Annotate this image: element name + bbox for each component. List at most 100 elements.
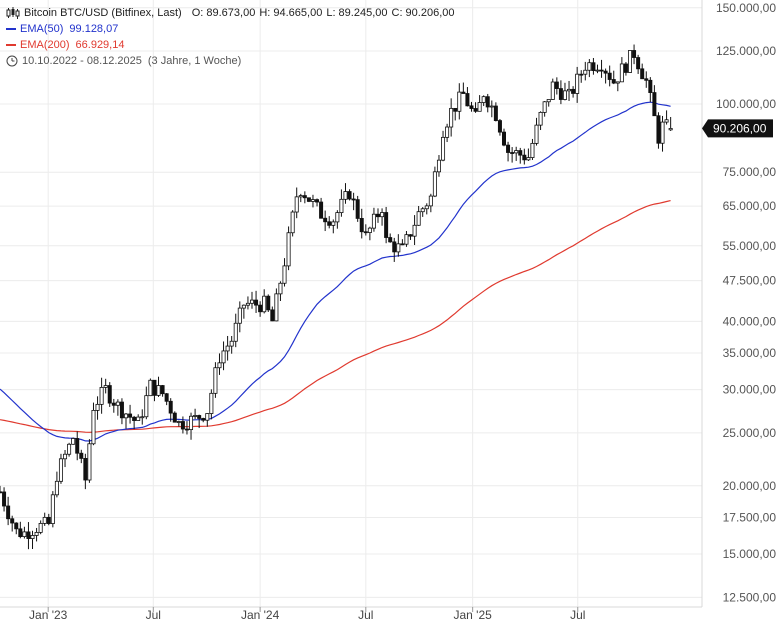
candle-body — [172, 412, 177, 423]
candle-body — [201, 418, 206, 421]
price-tick-label: 125.000,00 — [716, 44, 776, 58]
time-tick-label: Jul — [570, 608, 585, 622]
candle-body — [79, 452, 84, 459]
candle-body — [310, 199, 315, 202]
candle-body — [587, 62, 592, 71]
price-tick-label: 17.500,00 — [723, 510, 777, 524]
ema200-value: 66.929,14 — [75, 39, 125, 51]
candle-body — [286, 232, 291, 267]
price-tick-label: 40.000,00 — [723, 314, 777, 328]
candle-body — [50, 494, 55, 524]
ema200-label: EMA(200) — [20, 39, 70, 51]
candlestick-series — [0, 44, 673, 550]
price-tick-label: 20.000,00 — [723, 479, 777, 493]
time-tick-label: Jan '25 — [453, 608, 492, 622]
candle-body — [115, 401, 120, 406]
price-tick-label: 150.000,00 — [716, 1, 776, 15]
candle-body — [241, 304, 246, 309]
legend-ema200-row[interactable]: EMA(200) 66.929,14 — [6, 37, 459, 53]
candle-body — [623, 63, 628, 73]
candle-body — [518, 150, 523, 156]
candle-body — [396, 243, 401, 253]
ema50-label: EMA(50) — [20, 23, 64, 35]
candle-body — [152, 379, 157, 396]
ema200-line — [0, 200, 671, 433]
legend-ema50-row[interactable]: EMA(50) 99.128,07 — [6, 21, 459, 37]
candle-body — [453, 107, 458, 112]
candle-body — [205, 413, 210, 421]
candle-body — [493, 105, 498, 121]
candle-body — [371, 213, 376, 229]
candle-body — [258, 304, 263, 313]
time-tick-label: Jul — [358, 608, 373, 622]
candle-body — [99, 387, 104, 405]
candle-body — [522, 154, 527, 161]
candle-body — [384, 212, 389, 238]
candle-body — [473, 108, 478, 112]
candle-body — [632, 50, 637, 58]
candle-body — [428, 195, 433, 207]
candle-body — [249, 299, 254, 304]
candle-body — [359, 218, 364, 233]
candle-body — [514, 150, 519, 154]
candle-body — [335, 212, 340, 223]
price-tick-label: 55.000,00 — [723, 239, 777, 253]
price-tick-label: 65.000,00 — [723, 199, 777, 213]
candle-body — [558, 88, 563, 100]
candle-body — [278, 282, 283, 295]
candle-body — [302, 195, 307, 199]
last-price-box — [702, 119, 773, 138]
candle-body — [38, 522, 43, 533]
candle-body — [10, 518, 15, 524]
legend-ohlc-row: Bitcoin BTC/USD (Bitfinex, Last) O: 89.6… — [6, 5, 459, 21]
candle-body — [91, 409, 96, 445]
ohlc-close: C: 90.206,00 — [391, 7, 455, 19]
candle-body — [603, 70, 608, 74]
candle-body — [526, 157, 531, 161]
candle-body — [339, 198, 344, 214]
candle-body — [408, 234, 413, 237]
ema50-swatch — [6, 28, 16, 30]
chart-legend: Bitcoin BTC/USD (Bitfinex, Last) O: 89.6… — [6, 5, 459, 69]
candle-body — [546, 99, 551, 103]
candle-body — [262, 295, 267, 313]
candle-body — [140, 416, 145, 419]
candle-body — [83, 458, 88, 481]
candle-body — [436, 159, 441, 173]
candle-body — [266, 295, 271, 311]
candle-body — [323, 217, 328, 223]
candle-body — [619, 63, 624, 83]
candle-body — [510, 152, 515, 154]
candle-body — [184, 428, 189, 431]
candle-body — [193, 415, 198, 417]
candle-body — [501, 131, 506, 146]
clock-icon — [6, 55, 18, 67]
time-axis: Jan '23 Jul Jan '24 Jul Jan '25 Jul — [29, 607, 585, 622]
price-tick-label: 75.000,00 — [723, 165, 777, 179]
candle-body — [355, 199, 360, 219]
price-tick-label: 35.000,00 — [723, 346, 777, 360]
candle-body — [315, 199, 320, 203]
ohlc-high: H: 94.665,00 — [259, 7, 323, 19]
candle-body — [432, 171, 437, 197]
candle-body — [461, 91, 466, 94]
candle-body — [245, 302, 250, 306]
ema200-swatch — [6, 44, 16, 46]
candle-body — [506, 144, 511, 153]
candle-body — [22, 531, 27, 538]
candle-body — [217, 362, 222, 369]
candle-body — [412, 224, 417, 237]
candle-body — [441, 136, 446, 161]
ema50-value: 99.128,07 — [69, 23, 119, 35]
ohlc-low: L: 89.245,00 — [326, 7, 388, 19]
price-tick-label: 12.500,00 — [723, 590, 777, 604]
candle-body — [225, 345, 230, 352]
price-tick-label: 30.000,00 — [723, 383, 777, 397]
time-tick-label: Jul — [146, 608, 161, 622]
candle-body — [628, 50, 633, 73]
candle-body — [160, 385, 165, 395]
candle-body — [221, 350, 226, 364]
candle-body — [30, 535, 35, 539]
candle-body — [124, 413, 129, 419]
